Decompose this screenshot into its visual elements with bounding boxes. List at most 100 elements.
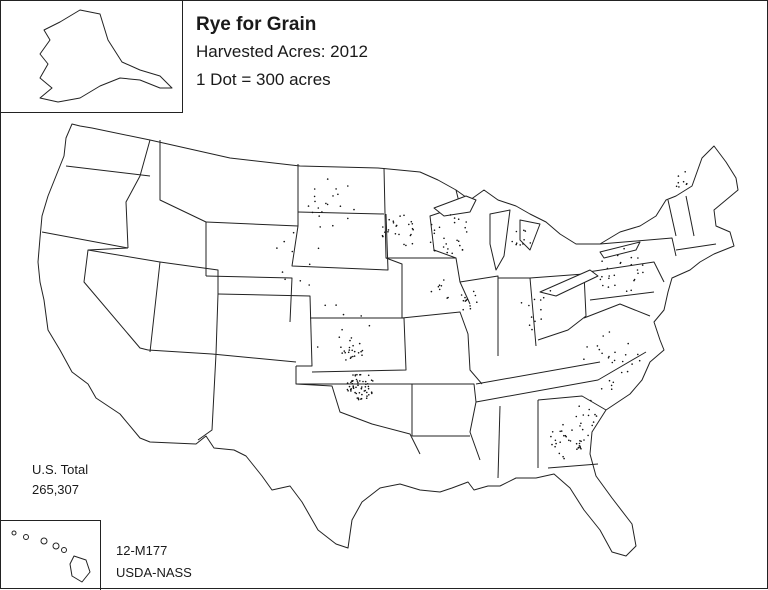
acreage-dot [357, 384, 359, 387]
acreage-dot [319, 226, 322, 228]
hawaii-shape [11, 530, 91, 583]
acreage-dot [392, 222, 395, 224]
acreage-dot [345, 359, 347, 361]
acreage-dot [357, 397, 360, 400]
acreage-dot [356, 373, 358, 376]
acreage-dot [276, 247, 278, 249]
acreage-dot [534, 320, 536, 323]
acreage-dot [555, 442, 557, 445]
acreage-dot [346, 382, 349, 384]
acreage-dot [371, 392, 373, 395]
acreage-dot [523, 239, 525, 241]
acreage-dot [326, 203, 329, 206]
acreage-dot [626, 370, 629, 373]
acreage-dot [515, 242, 518, 244]
acreage-dot [599, 278, 602, 281]
acreage-dot [630, 289, 632, 292]
acreage-dot [578, 405, 580, 408]
acreage-dot [440, 285, 443, 287]
acreage-dot [364, 386, 367, 388]
acreage-dot [607, 357, 610, 359]
acreage-dot [549, 290, 552, 292]
map-code: 12-M177 [116, 543, 168, 558]
acreage-dot [562, 423, 564, 426]
acreage-dot [343, 350, 346, 352]
acreage-dot [460, 294, 463, 296]
acreage-dot [637, 272, 639, 275]
contiguous-us-outline [37, 123, 739, 557]
acreage-dot [464, 296, 466, 299]
acreage-dot [586, 346, 588, 348]
acreage-dot [515, 243, 517, 246]
acreage-dot [677, 181, 680, 184]
acreage-dot [581, 428, 584, 431]
acreage-dot [445, 243, 448, 245]
acreage-dot [472, 290, 475, 293]
acreage-dot [381, 234, 384, 237]
acreage-dot [531, 328, 533, 331]
acreage-dot [627, 342, 629, 345]
acreage-dot [363, 390, 366, 392]
acreage-dot [625, 290, 628, 293]
acreage-dot [361, 349, 364, 352]
acreage-dot [608, 277, 610, 280]
acreage-dot [318, 215, 321, 217]
acreage-dot [355, 392, 358, 395]
acreage-dot [410, 233, 412, 236]
acreage-dot [341, 352, 344, 354]
acreage-dot [608, 379, 611, 382]
acreage-dot [340, 346, 342, 349]
acreage-dot [457, 240, 460, 242]
acreage-dot [523, 229, 525, 232]
acreage-dot [395, 224, 398, 227]
acreage-dot [351, 382, 354, 385]
acreage-dot [308, 263, 311, 266]
acreage-dot [451, 252, 454, 255]
acreage-dot [357, 352, 360, 354]
acreage-dot [580, 448, 582, 450]
acreage-dot [610, 384, 613, 387]
acreage-dot [462, 299, 465, 302]
acreage-dot [449, 214, 452, 216]
acreage-dot [461, 248, 464, 251]
acreage-dot [598, 348, 601, 351]
acreage-dot [608, 355, 610, 358]
acreage-dot [587, 414, 590, 417]
acreage-dot [359, 374, 361, 376]
acreage-dot [403, 243, 405, 246]
acreage-dot [613, 359, 616, 362]
acreage-dot [429, 241, 432, 244]
acreage-dot [569, 440, 572, 442]
acreage-dot [515, 230, 518, 233]
acreage-dot [511, 240, 513, 243]
acreage-dot [443, 279, 445, 281]
acreage-dot [554, 445, 556, 448]
acreage-dot [465, 231, 468, 233]
acreage-dot [600, 388, 603, 390]
acreage-dot [365, 397, 368, 400]
acreage-dot [348, 385, 351, 388]
acreage-dot [362, 380, 364, 383]
acreage-dot [540, 318, 542, 320]
acreage-dot [360, 387, 363, 390]
acreage-dot [324, 304, 327, 307]
acreage-dot [638, 359, 641, 362]
state-borders [41, 139, 717, 479]
acreage-dot [313, 188, 316, 190]
acreage-dot [443, 237, 445, 240]
acreage-dot [353, 208, 355, 211]
acreage-dot [316, 346, 319, 348]
acreage-dot [616, 254, 619, 257]
acreage-dot [347, 185, 349, 187]
map-source: USDA-NASS [116, 565, 192, 580]
acreage-dot [563, 457, 565, 460]
acreage-dot [621, 360, 624, 363]
acreage-dot [346, 388, 349, 391]
acreage-dot [619, 261, 622, 264]
acreage-dot [335, 304, 337, 306]
acreage-dot [347, 217, 349, 220]
acreage-dot [367, 374, 370, 377]
acreage-dot [579, 425, 581, 427]
acreage-dot [453, 221, 456, 224]
alaska-shape [39, 9, 173, 103]
